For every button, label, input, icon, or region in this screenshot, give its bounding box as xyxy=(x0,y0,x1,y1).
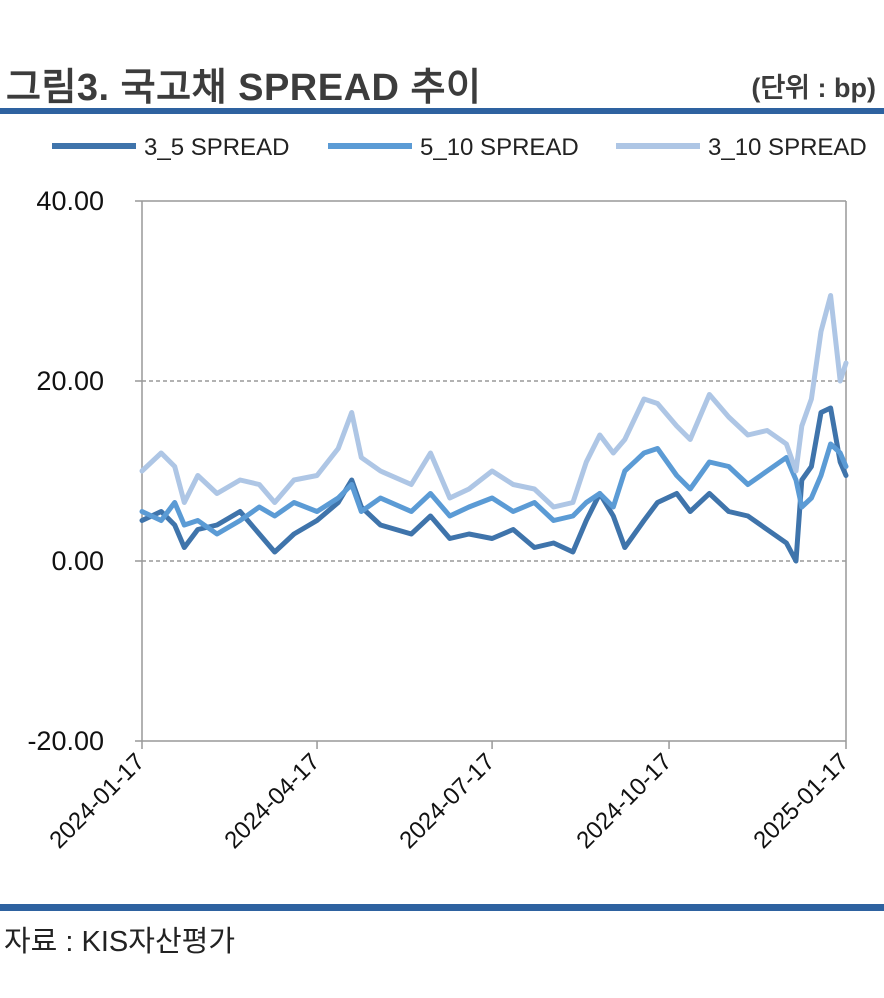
y-tick-label: 40.00 xyxy=(36,186,104,216)
x-tick-label: 2024-04-17 xyxy=(219,748,325,854)
series-line-3-10-spread xyxy=(139,293,849,510)
legend-label: 3_10 SPREAD xyxy=(708,134,867,161)
y-tick-label: -20.00 xyxy=(27,726,104,756)
gridlines xyxy=(142,380,846,562)
y-tick-label: 0.00 xyxy=(51,546,104,576)
x-tick-label: 2024-10-17 xyxy=(571,748,677,854)
legend-label: 3_5 SPREAD xyxy=(144,134,289,161)
x-tick-label: 2024-01-17 xyxy=(44,748,150,854)
legend: 3_5 SPREAD 5_10 SPREAD 3_10 SPREAD xyxy=(52,134,867,161)
top-rule xyxy=(0,108,884,114)
series-line-3-5-spread xyxy=(139,405,849,564)
y-axis-ticks: 40.00 20.00 0.00 -20.00 xyxy=(27,186,142,756)
x-axis-ticks: 2024-01-17 2024-04-17 2024-07-17 2024-10-17… xyxy=(44,741,854,854)
x-tick-label: 2025-01-17 xyxy=(748,748,854,854)
bottom-rule xyxy=(0,904,884,911)
legend-label: 5_10 SPREAD xyxy=(420,134,579,161)
y-tick-label: 20.00 xyxy=(36,366,104,396)
line-chart: 3_5 SPREAD 5_10 SPREAD 3_10 SPREAD 40.00 20… xyxy=(27,134,867,854)
x-tick-label: 2024-07-17 xyxy=(394,748,500,854)
series-lines xyxy=(139,293,849,564)
unit-label: (단위 : bp) xyxy=(751,73,876,103)
series-line-5-10-spread xyxy=(139,441,849,537)
chart-title: 그림3. 국고채 SPREAD 추이 xyxy=(6,67,482,109)
source-note: 자료 : KIS자산평가 xyxy=(4,926,235,958)
